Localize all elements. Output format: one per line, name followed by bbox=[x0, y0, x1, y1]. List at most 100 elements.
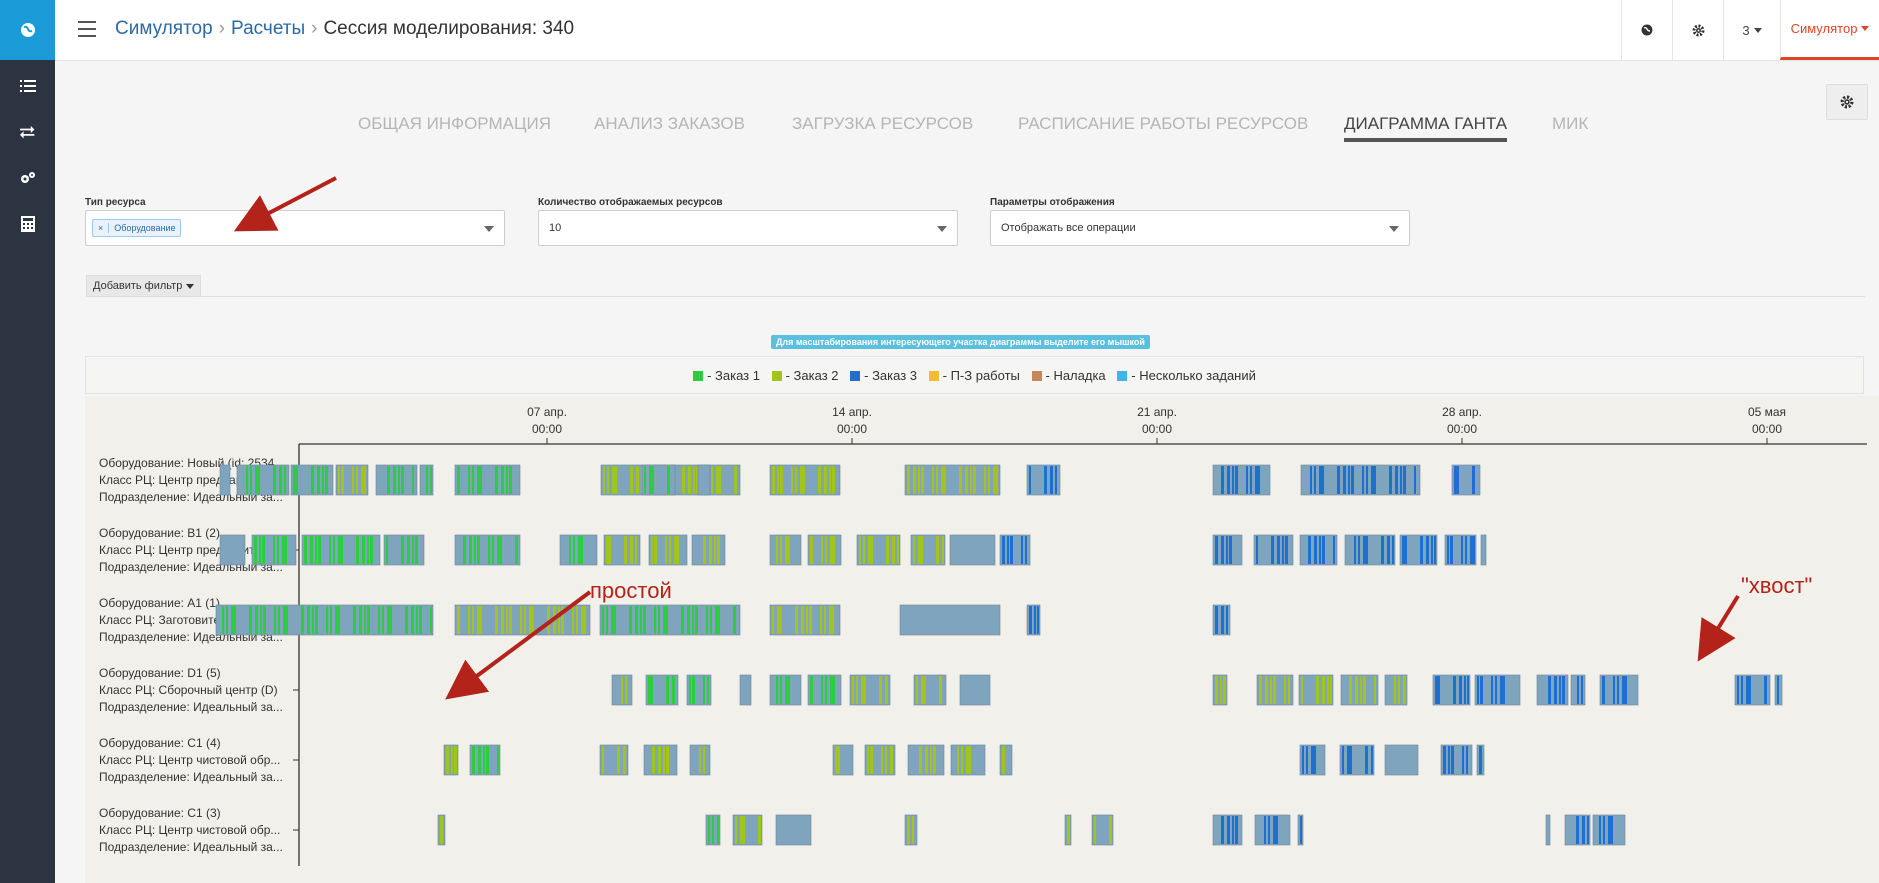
tab-resource-schedule[interactable]: Расписание работы ресурсов bbox=[1018, 114, 1309, 133]
gantt-bar[interactable] bbox=[215, 604, 434, 636]
gantt-operation-stripe bbox=[576, 606, 578, 634]
gantt-operation-stripe bbox=[630, 466, 633, 494]
gantt-bar[interactable] bbox=[732, 814, 763, 846]
gantt-chart[interactable]: Оборудование: Новый (id: 2534... Класс Р… bbox=[85, 396, 1879, 883]
gantt-operation-stripe bbox=[1311, 746, 1314, 774]
gantt-operation-stripe bbox=[652, 466, 654, 494]
resource-type-select[interactable]: × Оборудование bbox=[85, 210, 505, 246]
gantt-bar[interactable] bbox=[1254, 814, 1291, 846]
gantt-plot[interactable]: 07 апр. 00:00 14 апр. 00:00 21 апр. 00:0… bbox=[85, 396, 1879, 883]
display-params-select[interactable]: Отображать все операции bbox=[990, 210, 1410, 246]
gantt-operation-stripe bbox=[469, 536, 472, 564]
gantt-bar[interactable] bbox=[691, 534, 726, 566]
gantt-bar[interactable] bbox=[1026, 464, 1061, 496]
gantt-operation-stripe bbox=[506, 466, 508, 494]
resource-count-select[interactable]: 10 bbox=[538, 210, 958, 246]
list-icon[interactable] bbox=[0, 66, 55, 106]
gantt-operation-stripe bbox=[776, 676, 778, 704]
gantt-operation-stripe bbox=[405, 606, 408, 634]
legend-label: - Наладка bbox=[1045, 368, 1106, 383]
gantt-operation-stripe bbox=[1435, 676, 1438, 704]
gantt-bar[interactable] bbox=[1091, 814, 1114, 846]
gantt-bar[interactable] bbox=[959, 674, 991, 706]
gantt-bar[interactable] bbox=[1340, 674, 1379, 706]
gantt-bar[interactable] bbox=[949, 534, 996, 566]
gantt-operation-stripe bbox=[984, 466, 986, 494]
resource-class: Класс РЦ: Центр чистовой обр... bbox=[99, 823, 281, 837]
dropdown-arrow-icon bbox=[1389, 226, 1399, 232]
gantt-operation-stripe bbox=[412, 466, 414, 494]
count-label: 3 bbox=[1742, 22, 1750, 38]
gantt-bar[interactable] bbox=[697, 464, 711, 496]
gantt-operation-stripe bbox=[740, 816, 743, 844]
gantt-bar[interactable] bbox=[999, 744, 1013, 776]
gantt-operation-stripe bbox=[856, 676, 858, 704]
gantt-bar[interactable] bbox=[1545, 814, 1551, 846]
gantt-bar[interactable] bbox=[910, 534, 946, 566]
breadcrumb-calculations-link[interactable]: Расчеты bbox=[231, 18, 306, 39]
gantt-bar[interactable] bbox=[807, 674, 842, 706]
add-filter-button[interactable]: Добавить фильтр bbox=[86, 275, 202, 297]
gantt-bar[interactable] bbox=[904, 814, 918, 846]
gantt-bar[interactable] bbox=[739, 674, 752, 706]
gantt-operation-stripe bbox=[1226, 536, 1228, 564]
count-dropdown[interactable]: 3 bbox=[1723, 0, 1780, 60]
gantt-operation-stripe bbox=[1443, 746, 1446, 774]
gears-icon[interactable] bbox=[0, 158, 55, 198]
transfer-icon[interactable] bbox=[0, 112, 55, 152]
calculator-icon[interactable] bbox=[0, 204, 55, 244]
gantt-operation-stripe bbox=[821, 676, 823, 704]
gantt-operation-stripe bbox=[407, 536, 410, 564]
gantt-bar[interactable] bbox=[807, 534, 842, 566]
tab-order-analysis[interactable]: Анализ заказов bbox=[594, 114, 745, 133]
settings-button[interactable] bbox=[1672, 0, 1723, 60]
gantt-bar[interactable] bbox=[1299, 534, 1338, 566]
user-menu[interactable]: Симулятор bbox=[1780, 0, 1879, 60]
gantt-bar[interactable] bbox=[219, 464, 231, 496]
breadcrumb-simulator-link[interactable]: Симулятор bbox=[115, 18, 213, 39]
gantt-operation-stripe bbox=[1450, 536, 1453, 564]
gantt-operation-stripe bbox=[1227, 816, 1230, 844]
gantt-bar[interactable] bbox=[219, 534, 246, 566]
gantt-operation-stripe bbox=[780, 606, 782, 634]
gantt-bar[interactable] bbox=[641, 464, 676, 496]
gantt-operation-stripe bbox=[996, 466, 998, 494]
gantt-bar[interactable] bbox=[1344, 534, 1396, 566]
gantt-operation-stripe bbox=[1347, 746, 1350, 774]
gantt-bar[interactable] bbox=[1339, 744, 1375, 776]
gantt-operation-stripe bbox=[1426, 536, 1429, 564]
gantt-operation-stripe bbox=[1749, 676, 1751, 704]
gantt-bar[interactable] bbox=[899, 604, 1001, 636]
gantt-bar[interactable] bbox=[1384, 744, 1419, 776]
gantt-bar[interactable] bbox=[1480, 534, 1487, 566]
gantt-operation-stripe bbox=[913, 536, 915, 564]
gantt-operation-stripe bbox=[249, 606, 252, 634]
axis-date-label: 28 апр. bbox=[1442, 405, 1482, 419]
gantt-operation-stripe bbox=[809, 606, 812, 634]
gantt-operation-stripe bbox=[474, 536, 476, 564]
page-settings-button[interactable] bbox=[1826, 84, 1868, 120]
gantt-operation-stripe bbox=[401, 536, 404, 564]
gantt-bar[interactable] bbox=[375, 464, 418, 496]
caret-down-icon bbox=[186, 283, 195, 289]
gantt-operation-stripe bbox=[341, 536, 343, 564]
gantt-operation-stripe bbox=[1288, 676, 1290, 704]
gantt-operation-stripe bbox=[1327, 676, 1329, 704]
gantt-operation-stripe bbox=[1322, 466, 1324, 494]
gantt-operation-stripe bbox=[930, 746, 932, 774]
remove-tag-icon[interactable]: × bbox=[93, 223, 110, 233]
gantt-operation-stripe bbox=[666, 676, 669, 704]
tab-gantt-chart[interactable]: Диаграмма Ганта bbox=[1344, 114, 1508, 142]
gantt-bar[interactable] bbox=[775, 814, 812, 846]
gantt-operation-stripe bbox=[1246, 466, 1248, 494]
globe-button[interactable] bbox=[1621, 0, 1672, 60]
gantt-bar[interactable] bbox=[454, 604, 591, 636]
tab-general-info[interactable]: Общая информация bbox=[358, 114, 552, 133]
gantt-bar[interactable] bbox=[1300, 464, 1421, 496]
tab-mik[interactable]: МИК bbox=[1552, 114, 1589, 133]
tab-resource-load[interactable]: Загрузка ресурсов bbox=[792, 114, 974, 133]
globe-logo-icon[interactable] bbox=[0, 0, 55, 60]
gantt-operation-stripe bbox=[250, 466, 252, 494]
menu-icon[interactable] bbox=[78, 21, 96, 37]
gantt-operation-stripe bbox=[1400, 466, 1402, 494]
